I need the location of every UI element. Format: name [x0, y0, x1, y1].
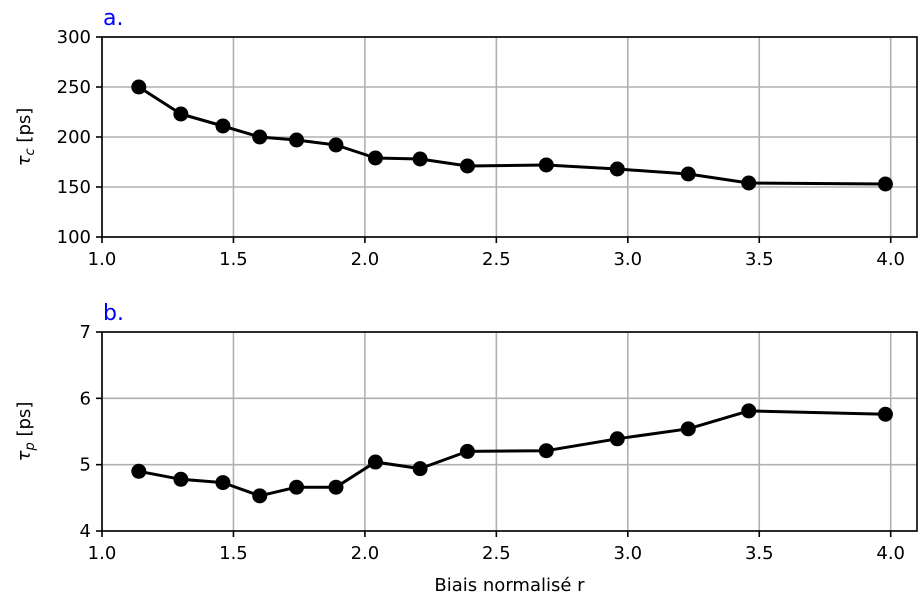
- data-point: [131, 463, 147, 479]
- data-point: [741, 175, 757, 191]
- series-line: [137, 85, 886, 186]
- data-point: [680, 421, 696, 437]
- y-tick-label: 6: [80, 388, 91, 409]
- data-point: [215, 118, 231, 134]
- x-axis-label: Biais normalisé r: [434, 575, 585, 596]
- x-tick-label: 3.0: [613, 543, 642, 564]
- data-point: [741, 403, 757, 419]
- x-tick-label: 3.0: [613, 249, 642, 270]
- data-point: [367, 150, 383, 166]
- data-point: [877, 406, 893, 422]
- data-point: [289, 132, 305, 148]
- y-tick-label: 300: [57, 27, 91, 48]
- series-line: [138, 409, 886, 498]
- plot-frame: [101, 331, 918, 532]
- data-point: [538, 443, 554, 459]
- data-point: [328, 479, 344, 495]
- data-point: [609, 161, 625, 177]
- data-point: [328, 137, 344, 153]
- y-tick-label: 250: [57, 77, 91, 98]
- x-tick-label: 2.5: [482, 249, 511, 270]
- y-axis-label: τc [ps]: [14, 108, 38, 167]
- x-tick-label: 1.0: [88, 249, 117, 270]
- x-tick-label: 3.5: [745, 543, 774, 564]
- chart-panel-a: 1.0 1.5 2.0 2.5 3.0 3.5 4.0 100 150 200 250 300 a. τc…: [14, 6, 918, 270]
- x-tick-label: 1.5: [219, 249, 248, 270]
- y-tick-label: 7: [80, 322, 91, 343]
- x-tick-label: 4.0: [876, 543, 905, 564]
- data-point: [609, 431, 625, 447]
- panel-label: b.: [103, 301, 124, 326]
- data-point: [538, 157, 554, 173]
- x-tick-label: 2.0: [351, 543, 380, 564]
- y-axis-label: τp [ps]: [14, 402, 38, 462]
- data-point: [412, 461, 428, 477]
- y-tick-label: 100: [57, 227, 91, 248]
- x-tick-label: 1.5: [219, 543, 248, 564]
- x-tick-label: 2.0: [351, 249, 380, 270]
- data-point: [367, 454, 383, 470]
- data-point: [459, 158, 475, 174]
- chart-panel-b: 1.0 1.5 2.0 2.5 3.0 3.5 4.0 4 5 6 7 b. τp [ps] Biais …: [14, 301, 918, 596]
- y-tick-label: 5: [80, 455, 91, 476]
- x-tick-label: 1.0: [88, 543, 117, 564]
- x-tick-label: 4.0: [876, 249, 905, 270]
- data-point: [252, 129, 268, 145]
- data-point: [680, 166, 696, 182]
- data-point: [877, 176, 893, 192]
- data-point: [289, 479, 305, 495]
- data-point: [215, 475, 231, 491]
- data-point: [131, 79, 147, 95]
- y-tick-label: 200: [57, 127, 91, 148]
- data-point: [412, 151, 428, 167]
- data-point: [173, 106, 189, 122]
- data-point: [252, 488, 268, 504]
- x-tick-label: 2.5: [482, 543, 511, 564]
- panel-label: a.: [103, 6, 123, 31]
- y-tick-label: 4: [80, 521, 91, 542]
- data-point: [459, 443, 475, 459]
- x-tick-label: 3.5: [745, 249, 774, 270]
- data-point: [173, 471, 189, 487]
- y-tick-label: 150: [57, 177, 91, 198]
